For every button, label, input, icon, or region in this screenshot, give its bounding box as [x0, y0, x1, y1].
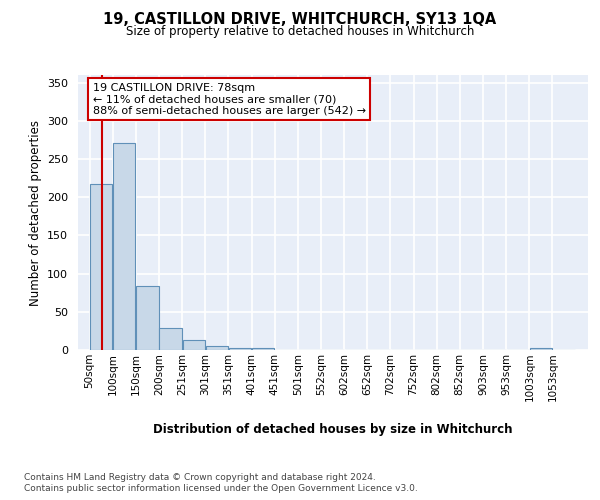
Text: 19 CASTILLON DRIVE: 78sqm
← 11% of detached houses are smaller (70)
88% of semi-: 19 CASTILLON DRIVE: 78sqm ← 11% of detac… [93, 82, 366, 116]
Text: Contains public sector information licensed under the Open Government Licence v3: Contains public sector information licen… [24, 484, 418, 493]
Bar [113, 143, 136, 350]
Bar [206, 346, 228, 350]
Bar [90, 184, 112, 350]
Bar [229, 348, 251, 350]
Text: 19, CASTILLON DRIVE, WHITCHURCH, SY13 1QA: 19, CASTILLON DRIVE, WHITCHURCH, SY13 1Q… [103, 12, 497, 28]
Bar [530, 348, 552, 350]
Text: Contains HM Land Registry data © Crown copyright and database right 2024.: Contains HM Land Registry data © Crown c… [24, 472, 376, 482]
Y-axis label: Number of detached properties: Number of detached properties [29, 120, 41, 306]
Text: Distribution of detached houses by size in Whitchurch: Distribution of detached houses by size … [153, 422, 513, 436]
Bar [182, 340, 205, 350]
Bar [136, 286, 158, 350]
Bar [252, 348, 274, 350]
Text: Size of property relative to detached houses in Whitchurch: Size of property relative to detached ho… [126, 25, 474, 38]
Bar [159, 328, 182, 350]
